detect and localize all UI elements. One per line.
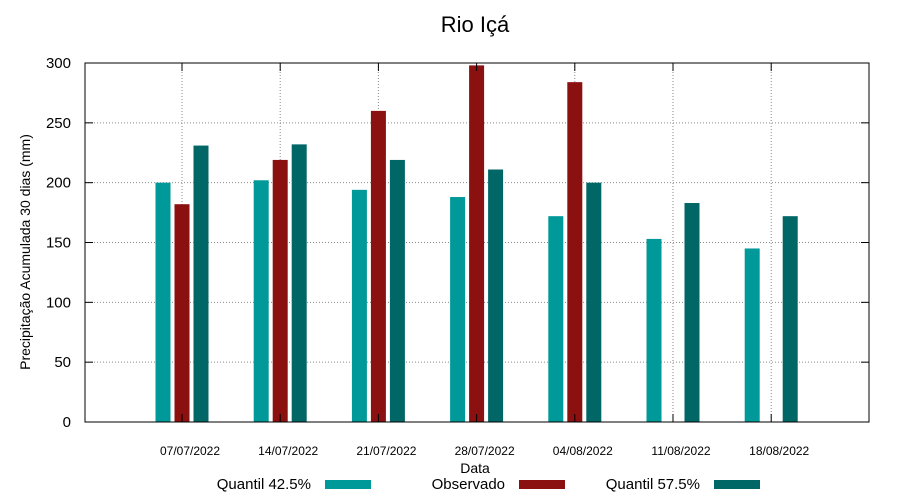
legend-label: Quantil 57.5% <box>606 476 700 493</box>
y-tick-label: 200 <box>46 175 71 192</box>
bar-observado-14-07-2022 <box>272 159 288 422</box>
bar-quantil-57-5--04-08-2022 <box>586 182 602 422</box>
x-tick-label: 11/08/2022 <box>651 444 710 458</box>
y-tick-label: 100 <box>46 294 71 311</box>
x-tick-label: 18/08/2022 <box>749 444 809 458</box>
bar-quantil-42-5--18-08-2022 <box>744 248 760 422</box>
bar-quantil-57-5--28-07-2022 <box>488 169 504 422</box>
legend-label: Quantil 42.5% <box>217 476 311 493</box>
bar-quantil-42-5--07-07-2022 <box>155 182 171 422</box>
bar-observado-21-07-2022 <box>370 110 386 422</box>
legend-swatch <box>519 480 565 489</box>
bar-quantil-42-5--04-08-2022 <box>548 216 564 422</box>
legend-swatch <box>714 480 760 489</box>
x-tick-label: 07/07/2022 <box>160 444 220 458</box>
legend-label: Observado <box>432 476 505 493</box>
y-tick-label: 250 <box>46 115 71 132</box>
x-tick-label: 04/08/2022 <box>553 444 613 458</box>
y-tick-label: 0 <box>63 414 71 431</box>
bar-quantil-42-5--28-07-2022 <box>450 197 466 422</box>
legend-swatch <box>325 480 371 489</box>
bar-quantil-42-5--11-08-2022 <box>646 238 662 422</box>
x-axis-label: Data <box>460 460 490 476</box>
y-tick-label: 50 <box>54 354 71 371</box>
x-axis-ticks: 07/07/2022 14/07/2022 21/07/2022 28/07/2022… <box>160 63 810 458</box>
x-tick-label: 21/07/2022 <box>356 444 416 458</box>
y-axis-label: Precipitação Acumulada 30 dias (mm) <box>17 134 33 370</box>
legend: Quantil 42.5% Observado Quantil 57.5% <box>217 476 760 493</box>
y-tick-label: 150 <box>46 235 71 252</box>
bars <box>155 65 798 422</box>
bar-quantil-42-5--21-07-2022 <box>351 189 367 422</box>
x-tick-label: 28/07/2022 <box>455 444 515 458</box>
bar-observado-04-08-2022 <box>567 82 583 422</box>
bar-observado-28-07-2022 <box>469 65 485 422</box>
bar-quantil-57-5--07-07-2022 <box>193 145 209 422</box>
chart-title: Rio Içá <box>441 12 510 37</box>
bar-quantil-57-5--18-08-2022 <box>782 216 798 422</box>
bar-quantil-57-5--11-08-2022 <box>684 203 700 422</box>
bar-quantil-57-5--21-07-2022 <box>389 159 405 422</box>
bar-quantil-42-5--14-07-2022 <box>253 180 269 422</box>
bar-quantil-57-5--14-07-2022 <box>291 144 307 422</box>
y-axis-ticks: 0 50 100 150 200 250 300 <box>46 55 869 431</box>
bar-observado-07-07-2022 <box>174 204 190 422</box>
y-tick-label: 300 <box>46 55 71 72</box>
x-tick-label: 14/07/2022 <box>258 444 318 458</box>
